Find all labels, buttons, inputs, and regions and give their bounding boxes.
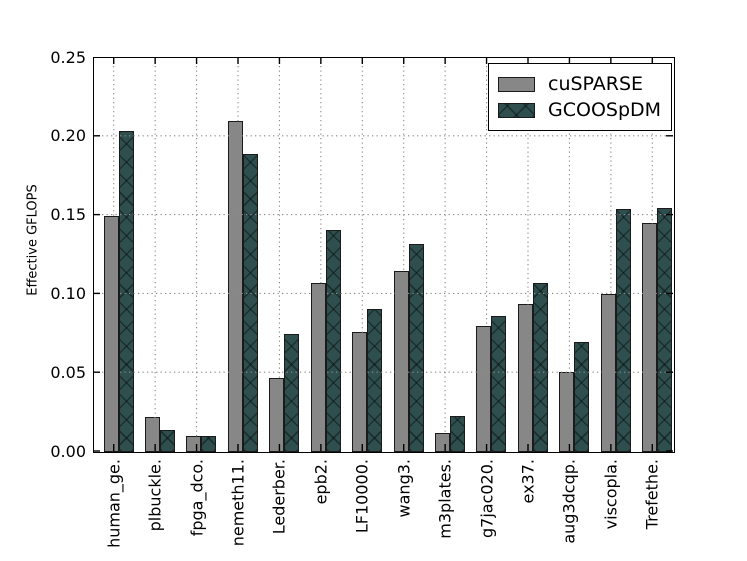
bar-GCOOSpDM-Lederber <box>284 333 300 452</box>
y-axis-label: Effective GFLOPS <box>25 184 41 296</box>
bar-cuSPARSE-m3plates <box>434 433 450 452</box>
bar-GCOOSpDM-human_ge <box>118 130 134 452</box>
bar-GCOOSpDM-wang3 <box>408 243 424 452</box>
x-tick-label: nemeth11. <box>228 459 248 547</box>
bar-GCOOSpDM-viscopla <box>615 209 631 452</box>
bar-GCOOSpDM-fpga_dco <box>201 436 217 452</box>
x-tick-label: wang3. <box>394 459 414 518</box>
bar-GCOOSpDM-plbuckle <box>159 429 175 452</box>
bar-GCOOSpDM-LF10000 <box>367 308 383 452</box>
x-tick-label: ex37. <box>518 459 538 504</box>
legend-entry-GCOOSpDM: GCOOSpDM <box>498 97 661 123</box>
legend-swatch-cuSPARSE <box>498 76 535 92</box>
bar-cuSPARSE-epb2 <box>310 283 326 452</box>
x-tick-label: plbuckle. <box>145 459 165 532</box>
x-tick-label: epb2. <box>311 459 331 505</box>
bar-cuSPARSE-viscopla <box>600 294 616 452</box>
bar-GCOOSpDM-ex37 <box>532 283 548 452</box>
bar-GCOOSpDM-nemeth11 <box>242 154 258 452</box>
bar-GCOOSpDM-g7jac020 <box>491 316 507 452</box>
legend-entry-cuSPARSE: cuSPARSE <box>498 71 661 97</box>
bar-cuSPARSE-human_ge <box>103 215 119 452</box>
bar-cuSPARSE-Trefethe <box>642 223 658 452</box>
y-tick-label: 0.25 <box>50 47 86 67</box>
bar-GCOOSpDM-epb2 <box>325 229 341 452</box>
bar-cuSPARSE-Lederber <box>269 377 285 452</box>
bar-cuSPARSE-nemeth11 <box>227 121 243 452</box>
legend: cuSPARSE GCOOSpDM <box>488 63 673 131</box>
bar-GCOOSpDM-aug3dcqp <box>574 341 590 452</box>
x-tick-label: g7jac020. <box>477 459 497 539</box>
x-tick-label: human_ge. <box>104 459 124 548</box>
y-tick-label: 0.15 <box>50 205 86 225</box>
bar-GCOOSpDM-Trefethe <box>657 207 673 452</box>
bar-cuSPARSE-ex37 <box>517 303 533 452</box>
x-tick-label: fpga_dco. <box>187 459 207 537</box>
bar-cuSPARSE-LF10000 <box>352 332 368 452</box>
legend-label: GCOOSpDM <box>548 99 662 121</box>
bar-cuSPARSE-g7jac020 <box>476 325 492 452</box>
y-tick-label: 0.00 <box>50 441 86 461</box>
x-tick-label: Trefethe. <box>642 459 662 530</box>
bar-GCOOSpDM-m3plates <box>449 415 465 452</box>
bar-cuSPARSE-plbuckle <box>144 417 160 452</box>
y-tick-label: 0.20 <box>50 126 86 146</box>
x-tick-label: aug3dcqp. <box>559 459 579 544</box>
legend-label: cuSPARSE <box>548 73 644 95</box>
y-tick-label: 0.05 <box>50 362 86 382</box>
x-tick-label: m3plates. <box>435 459 455 539</box>
bar-cuSPARSE-aug3dcqp <box>559 371 575 452</box>
bar-cuSPARSE-fpga_dco <box>186 436 202 452</box>
x-tick-label: LF10000. <box>352 459 372 534</box>
bar-cuSPARSE-wang3 <box>393 270 409 452</box>
x-tick-label: viscopla. <box>601 459 621 530</box>
x-tick-label: Lederber. <box>269 459 289 535</box>
legend-swatch-GCOOSpDM <box>498 102 535 118</box>
y-tick-label: 0.10 <box>50 283 86 303</box>
